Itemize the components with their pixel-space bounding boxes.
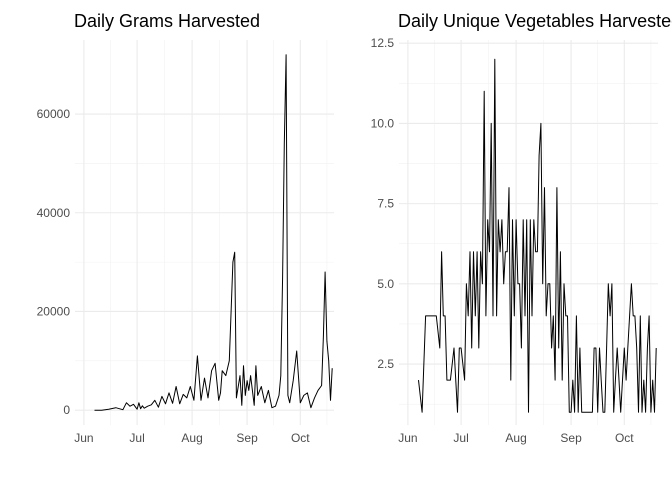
x-tick-label: Oct bbox=[615, 431, 634, 445]
y-tick-label: 20000 bbox=[37, 304, 71, 318]
x-tick-label: Sep bbox=[236, 431, 258, 445]
chart-title: Daily Grams Harvested bbox=[74, 11, 261, 31]
y-tick-label: 7.5 bbox=[377, 197, 394, 211]
chart-panel-vegetables: 2.5 5.0 7.5 10.0 12.5 Jun Jul Aug Sep Oct Daily U… bbox=[336, 0, 672, 480]
x-tick-label: Aug bbox=[181, 431, 202, 445]
x-tick-label: Aug bbox=[505, 431, 526, 445]
grams-chart: 0 20000 40000 60000 Jun Jul Aug Sep Oct bbox=[37, 40, 334, 445]
y-tick-label: 10.0 bbox=[371, 116, 395, 130]
x-tick-label: Jun bbox=[398, 431, 417, 445]
vegetables-chart: 2.5 5.0 7.5 10.0 12.5 Jun Jul Aug Sep Oct bbox=[371, 36, 658, 445]
x-tick-label: Jul bbox=[453, 431, 468, 445]
chart-title: Daily Unique Vegetables Harvested bbox=[398, 11, 672, 31]
y-tick-label: 0 bbox=[63, 403, 70, 417]
x-tick-label: Oct bbox=[291, 431, 310, 445]
y-tick-label: 60000 bbox=[37, 107, 71, 121]
x-tick-label: Sep bbox=[560, 431, 582, 445]
series-line bbox=[94, 54, 333, 411]
y-tick-label: 12.5 bbox=[371, 36, 395, 50]
y-tick-label: 5.0 bbox=[377, 277, 394, 291]
chart-panel-grams: 0 20000 40000 60000 Jun Jul Aug Sep Oct Daily Gr… bbox=[37, 11, 334, 445]
x-tick-label: Jun bbox=[74, 431, 93, 445]
y-tick-label: 2.5 bbox=[377, 357, 394, 371]
series-line bbox=[418, 58, 657, 413]
y-tick-label: 40000 bbox=[37, 206, 71, 220]
x-tick-label: Jul bbox=[129, 431, 144, 445]
